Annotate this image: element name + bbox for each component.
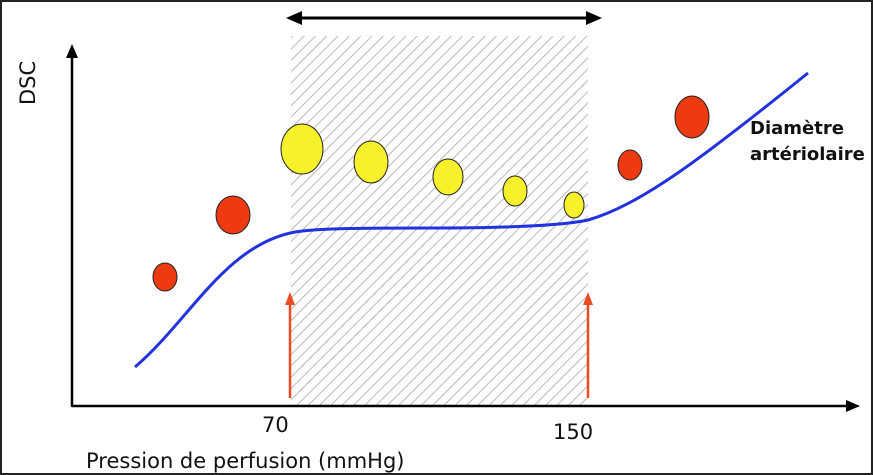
tick-label-70: 70 [262, 413, 289, 437]
curve-label-line2: artériolaire [750, 144, 865, 165]
upper-limit-arrow [583, 292, 593, 398]
vessel-circle [502, 175, 528, 207]
vessel-circle [432, 158, 464, 196]
curve-label-line1: Diamètre [750, 118, 844, 139]
vessel-circle [674, 95, 710, 139]
x-axis [72, 400, 860, 412]
x-axis-label: Pression de perfusion (mmHg) [86, 449, 405, 473]
y-axis-label: DSC [16, 60, 40, 105]
lower-limit-arrow [285, 292, 295, 398]
vessel-circle [280, 123, 324, 175]
vessel-circle [563, 191, 585, 219]
plateau-range-arrow [286, 11, 602, 25]
tick-label-150: 150 [553, 420, 594, 444]
arteriole-diameter-curve [134, 71, 809, 369]
autoregulation-zone [291, 36, 588, 406]
vessel-circle [215, 195, 251, 235]
y-axis [66, 44, 78, 407]
vessel-circle [353, 140, 389, 184]
vessel-circle [617, 149, 643, 181]
curve-label: Diamètre artériolaire [750, 116, 865, 168]
vessel-circle [152, 262, 178, 292]
